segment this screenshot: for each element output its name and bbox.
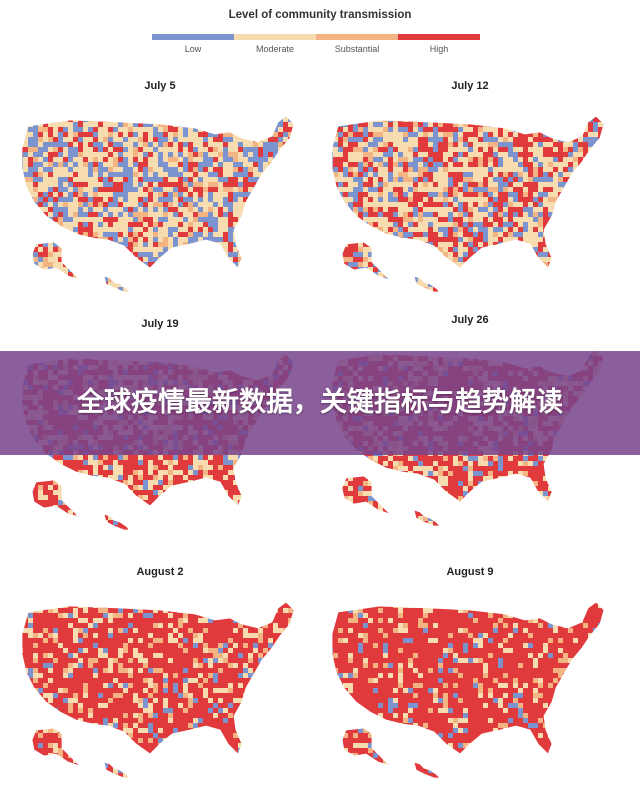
legend-label-low: Low: [184, 44, 202, 54]
map-outline: [341, 475, 391, 515]
map-outline: [103, 513, 131, 531]
county-mosaic: [332, 602, 604, 778]
legend-item-low: Low: [152, 34, 234, 54]
legend-item-high: High: [398, 34, 480, 54]
legend-item-moderate: Moderate: [234, 34, 316, 54]
us-county-map: [331, 601, 605, 779]
legend-label-substantial: Substantial: [334, 44, 380, 54]
banner-title: 全球疫情最新数据，关键指标与趋势解读: [77, 387, 563, 418]
legend-label-high: High: [429, 44, 449, 54]
map-outline: [331, 601, 605, 755]
map-date-label: July 12: [451, 80, 489, 92]
legend-swatch-low: [152, 34, 234, 40]
map-outline: [413, 275, 441, 293]
legend-swatch-moderate: [234, 34, 316, 40]
map-panel-2: July 12: [320, 80, 620, 310]
legend-swatches: Low Moderate Substantial High: [152, 34, 480, 54]
map-outline: [103, 275, 131, 293]
us-county-map: [331, 115, 605, 293]
map-outline: [31, 727, 81, 767]
us-county-map: [21, 601, 295, 779]
map-panel-5: August 2: [10, 566, 310, 796]
map-outline: [341, 727, 391, 767]
county-mosaic: [22, 116, 294, 292]
county-mosaic: [332, 116, 604, 292]
legend-title: Level of community transmission: [228, 9, 412, 21]
legend-item-substantial: Substantial: [316, 34, 398, 54]
map-outline: [413, 509, 441, 527]
title-banner: 全球疫情最新数据，关键指标与趋势解读: [0, 351, 640, 455]
map-outline: [331, 115, 605, 269]
map-date-label: August 9: [446, 566, 494, 578]
map-outline: [341, 241, 391, 281]
map-panel-1: July 5: [10, 80, 310, 310]
legend: Level of community transmission Low Mode…: [0, 0, 640, 70]
map-outline: [103, 761, 131, 779]
legend-label-moderate: Moderate: [255, 44, 295, 54]
map-outline: [31, 479, 81, 519]
us-county-map: [21, 115, 295, 293]
map-date-label: July 5: [144, 80, 176, 92]
map-outline: [413, 761, 441, 779]
map-panel-6: August 9: [320, 566, 620, 796]
map-date-label: August 2: [136, 566, 184, 578]
county-mosaic: [22, 602, 294, 778]
map-date-label: July 19: [141, 318, 179, 330]
legend-swatch-high: [398, 34, 480, 40]
map-outline: [21, 601, 295, 755]
map-outline: [31, 241, 81, 281]
map-date-label: July 26: [451, 314, 489, 326]
legend-swatch-substantial: [316, 34, 398, 40]
map-outline: [21, 115, 295, 269]
